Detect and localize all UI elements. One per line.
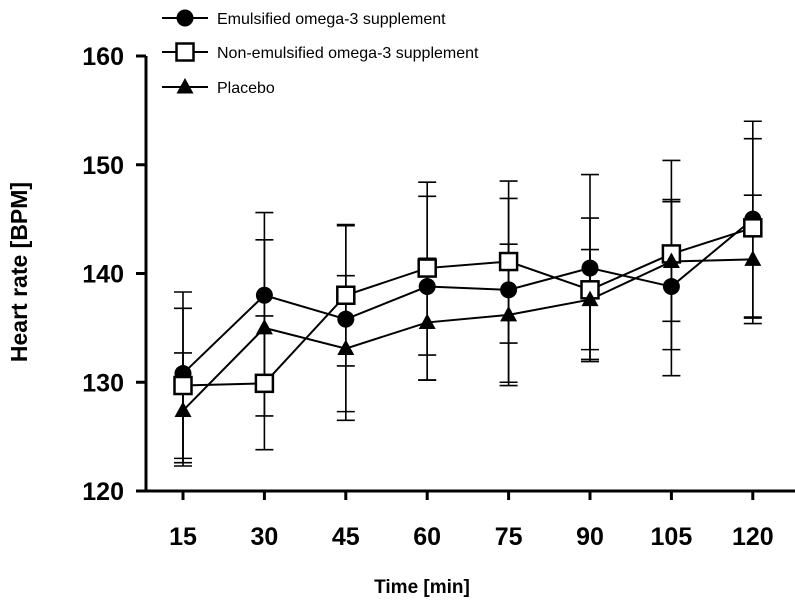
x-tick-label: 120 bbox=[732, 523, 774, 551]
series-line bbox=[182, 218, 754, 375]
data-point bbox=[418, 278, 436, 296]
x-ticks: 15 30 45 60 75 90 105 120 bbox=[169, 491, 774, 551]
data-point bbox=[336, 285, 356, 305]
data-point bbox=[417, 258, 437, 278]
series-line bbox=[182, 258, 753, 412]
data-point bbox=[500, 281, 518, 299]
data-point bbox=[744, 250, 762, 266]
series-markers bbox=[173, 210, 763, 418]
data-point bbox=[337, 310, 355, 328]
legend-item: Emulsified omega-3 supplement bbox=[162, 9, 446, 28]
x-tick-label: 90 bbox=[576, 523, 604, 551]
data-point bbox=[418, 313, 436, 329]
data-point bbox=[337, 339, 355, 356]
legend-label: Non-emulsified omega-3 supplement bbox=[217, 45, 479, 62]
series-lines bbox=[182, 218, 754, 412]
y-tick-label: 130 bbox=[82, 369, 124, 397]
y-tick-label: 140 bbox=[82, 261, 124, 289]
y-tick-label: 160 bbox=[82, 43, 124, 71]
legend-marker bbox=[176, 9, 194, 27]
series-line bbox=[182, 226, 754, 387]
x-axis-title: Time [min] bbox=[374, 577, 470, 598]
x-tick-label: 105 bbox=[651, 523, 693, 551]
y-axis-title: Heart rate [BPM] bbox=[6, 182, 32, 362]
legend: Emulsified omega-3 supplement Non-emulsif… bbox=[162, 9, 479, 97]
data-point bbox=[498, 251, 519, 272]
data-point bbox=[662, 278, 680, 296]
data-point bbox=[581, 259, 599, 277]
legend-marker bbox=[176, 78, 194, 94]
data-point bbox=[581, 290, 599, 307]
legend-label: Placebo bbox=[217, 80, 275, 97]
x-tick-label: 15 bbox=[169, 523, 197, 551]
data-point bbox=[255, 286, 273, 304]
data-point bbox=[662, 252, 680, 269]
x-tick-label: 75 bbox=[495, 523, 523, 551]
x-tick-label: 30 bbox=[250, 523, 278, 551]
y-tick-label: 150 bbox=[82, 152, 124, 180]
legend-marker bbox=[175, 42, 195, 62]
data-point bbox=[254, 373, 275, 394]
x-tick-label: 45 bbox=[332, 523, 360, 551]
data-point bbox=[743, 218, 763, 238]
y-ticks: 120 130 140 150 160 bbox=[82, 43, 146, 506]
x-tick-label: 60 bbox=[413, 523, 441, 551]
data-point bbox=[173, 375, 193, 396]
y-tick-label: 120 bbox=[82, 478, 124, 506]
legend-label: Emulsified omega-3 supplement bbox=[217, 11, 446, 28]
data-point bbox=[500, 305, 518, 322]
data-point bbox=[174, 401, 192, 418]
legend-item: Placebo bbox=[162, 78, 275, 97]
data-point bbox=[255, 318, 273, 335]
legend-item: Non-emulsified omega-3 supplement bbox=[162, 42, 479, 62]
